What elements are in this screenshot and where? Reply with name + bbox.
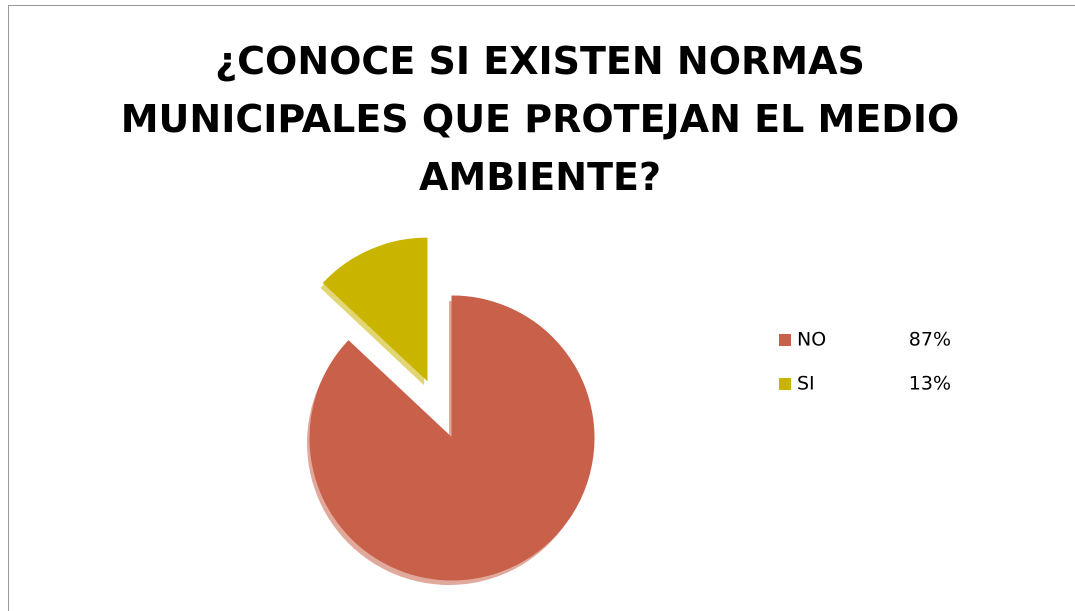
legend-swatch <box>779 334 791 346</box>
legend-label: SI <box>797 373 815 395</box>
legend-value: 13% <box>909 373 951 395</box>
slice <box>309 295 595 581</box>
legend-swatch <box>779 378 791 390</box>
legend-value: 87% <box>909 329 951 351</box>
chart-title: ¿CONOCE SI EXISTEN NORMAS MUNICIPALES QU… <box>120 39 960 199</box>
slice <box>322 237 428 382</box>
legend-label: NO <box>797 329 826 351</box>
chart-frame <box>8 5 1075 611</box>
